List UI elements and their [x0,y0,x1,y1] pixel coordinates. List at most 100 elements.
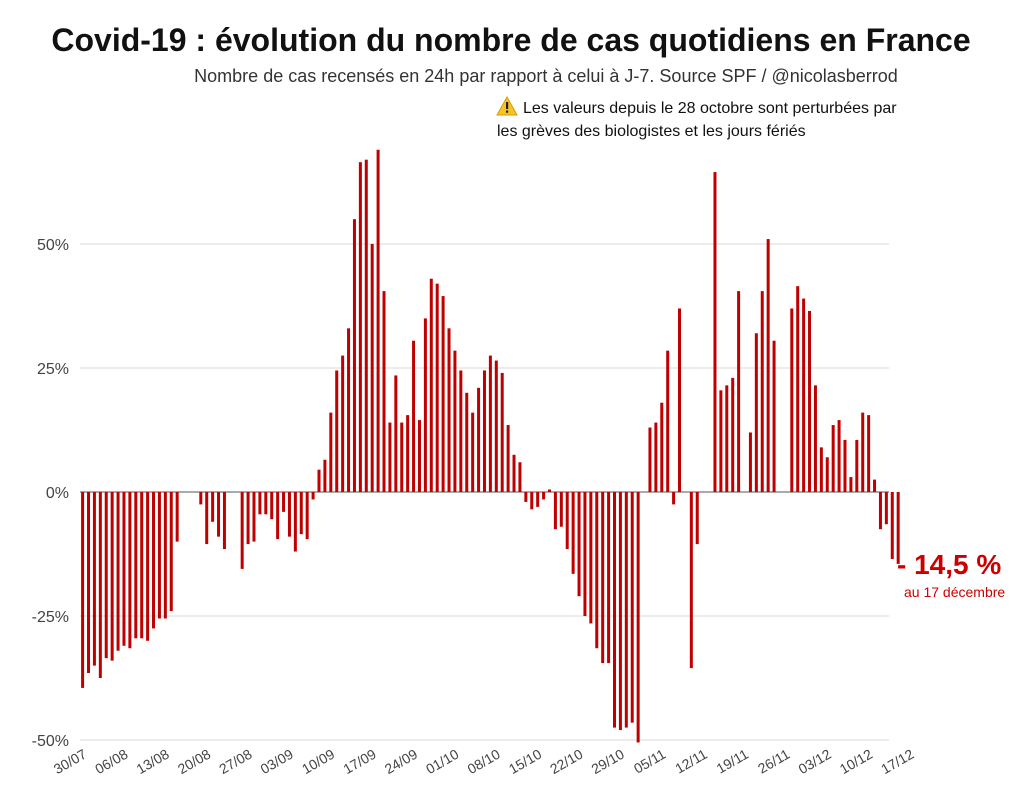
bar [276,492,280,540]
bar [282,492,286,512]
bar [305,492,309,540]
x-tick-label: 29/10 [589,746,628,777]
bar [98,492,102,678]
bar [867,415,871,492]
bar [388,422,392,492]
bar [335,370,339,492]
bar [122,492,126,646]
bar [613,492,616,728]
x-tick-label: 01/10 [423,746,462,777]
bar [748,432,752,492]
note-line-2: les grèves des biologistes et les jours … [497,123,806,140]
x-tick-label: 27/08 [216,746,255,777]
bar [175,492,179,542]
bar [666,350,670,492]
x-tick-label: 17/09 [340,746,379,777]
x-tick-label: 15/10 [506,746,545,777]
bar [837,420,841,492]
bar [524,492,528,502]
x-tick-label: 30/07 [51,746,90,777]
bar [896,492,900,564]
bar [547,489,551,492]
warning-icon [496,95,518,116]
bars [81,149,900,743]
bar [341,355,345,492]
bar [678,308,682,492]
bar [754,333,758,492]
bar [565,492,569,550]
bar [134,492,138,639]
x-tick-label: 22/10 [547,746,586,777]
bar [506,425,510,492]
bar [542,492,546,500]
bar [140,492,144,639]
bar [81,492,85,688]
y-tick-label: -25% [32,609,69,626]
bar [802,298,806,492]
bar [819,447,823,492]
bar [672,492,676,505]
bar [512,454,516,492]
bar [252,492,256,542]
bar [400,422,404,492]
bar [394,375,398,492]
bar [246,492,250,545]
bar [772,340,776,492]
callout: - 14,5 % au 17 décembre [897,549,1005,600]
x-tick-label: 13/08 [133,746,172,777]
y-tick-label: 25% [37,361,69,378]
bar [760,291,764,492]
bar [808,310,812,492]
bar [713,172,717,492]
bar [323,459,327,492]
bar [447,328,451,492]
bar [766,239,770,492]
bar [607,492,611,664]
bar [731,377,735,492]
bar [737,291,741,492]
bar [796,286,800,492]
bar [157,492,161,619]
bar [873,479,877,492]
bar [423,318,427,492]
bar [878,492,882,530]
bar [571,492,575,574]
x-tick-label: 10/09 [299,746,338,777]
bar [482,370,486,492]
bar [648,427,652,492]
bar [287,492,291,537]
bar [211,492,215,522]
bar [205,492,209,545]
bar [855,439,859,492]
bar [459,370,463,492]
bar [435,283,439,492]
bar [813,385,817,492]
bar [725,385,729,492]
bar [382,291,386,492]
bar [146,492,150,641]
x-tick-label: 12/11 [672,746,710,777]
bar [299,492,303,535]
bar [654,422,658,492]
bar [453,350,457,492]
bar [311,492,315,500]
bar [583,492,587,616]
bar [890,492,894,559]
bar [169,492,173,612]
note-line-1: Les valeurs depuis le 28 octobre sont pe… [523,100,897,117]
bar [618,492,622,731]
x-tick-label: 08/10 [464,746,503,777]
bar [465,392,469,492]
bar [116,492,120,651]
bar [364,159,368,492]
bar [317,469,321,492]
x-tick-label: 05/11 [631,746,669,777]
x-tick-label: 06/08 [92,746,131,777]
bar [376,149,380,492]
bar [258,492,262,515]
bar [217,492,221,537]
bar [601,492,605,664]
bar [477,387,481,492]
bar [429,278,433,492]
bar [518,462,522,492]
